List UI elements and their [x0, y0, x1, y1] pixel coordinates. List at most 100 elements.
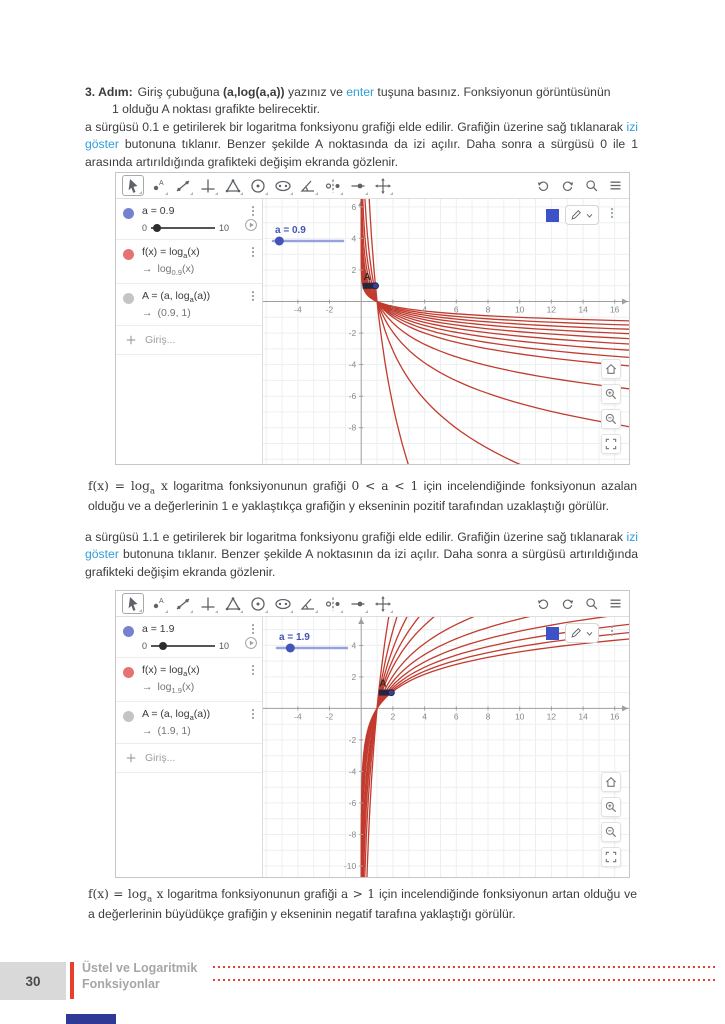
algebra-input-row[interactable]: Giriş...: [116, 326, 262, 356]
move-graphics-tool[interactable]: [372, 175, 394, 196]
point-tool[interactable]: A: [147, 593, 169, 614]
x-tick-label: 8: [486, 305, 491, 315]
zoom-out-button[interactable]: [601, 409, 621, 429]
zoom-out-icon: [604, 825, 618, 839]
x-tick-label: 10: [515, 711, 525, 721]
search-button[interactable]: [584, 596, 599, 611]
log-curve-a-1.3[interactable]: [361, 617, 629, 877]
graph-slider-handle[interactable]: [274, 236, 284, 246]
slider-handle[interactable]: [159, 641, 168, 650]
log-curve-a-0.6[interactable]: [361, 199, 629, 390]
redo-button[interactable]: [560, 596, 575, 611]
fullscreen-button[interactable]: [601, 434, 621, 454]
reflect-tool[interactable]: [322, 593, 344, 614]
algebra-slider[interactable]: 0 10: [142, 223, 244, 233]
undo-button[interactable]: [536, 596, 551, 611]
log-curve-a-1.15[interactable]: [361, 617, 629, 877]
row-menu-button[interactable]: [246, 245, 260, 262]
log-curve-a-0.8[interactable]: [361, 199, 629, 464]
slider-track[interactable]: [151, 223, 216, 232]
object-marker[interactable]: [123, 711, 134, 723]
color-swatch[interactable]: [546, 626, 559, 640]
algebra-slider[interactable]: 0 10: [142, 641, 244, 651]
angle-tool[interactable]: [297, 175, 319, 196]
perpendicular-tool[interactable]: [197, 175, 219, 196]
point-tool[interactable]: A: [147, 175, 169, 196]
style-pen-button[interactable]: [565, 623, 599, 643]
style-menu-button[interactable]: [605, 624, 619, 643]
graphics-view[interactable]: -4 -2 2 4 6 8 10 12 14 16 -10 -8 -6 -4 -2 2 4 Aa = 1.9: [263, 617, 629, 877]
move-graphics-tool[interactable]: [372, 593, 394, 614]
log-curve-a-1.5[interactable]: [360, 617, 629, 877]
row-menu-button[interactable]: [246, 707, 260, 724]
home-button[interactable]: [601, 772, 621, 792]
search-button[interactable]: [584, 178, 599, 193]
slider-handle[interactable]: [152, 223, 161, 232]
perpendicular-tool[interactable]: [197, 593, 219, 614]
math-text: f(x) = log: [142, 664, 184, 676]
object-marker[interactable]: [123, 249, 134, 260]
menu-button[interactable]: [608, 596, 623, 611]
slider-tool[interactable]: [347, 593, 369, 614]
move-tool[interactable]: [122, 593, 144, 614]
log-curve-a-1.7[interactable]: [360, 623, 629, 877]
circle-tool[interactable]: [247, 593, 269, 614]
style-menu-button[interactable]: [605, 206, 619, 225]
object-marker[interactable]: [123, 208, 134, 219]
chapter-title-line2: Fonksiyonlar: [82, 976, 160, 991]
expression-value: → (0.9, 1): [142, 307, 244, 319]
redo-button[interactable]: [560, 178, 575, 193]
log-curve-a-1.1[interactable]: [361, 617, 629, 877]
text-segment: 1 olduğu A noktası grafikte belirecektir…: [112, 102, 320, 117]
zoom-in-button[interactable]: [601, 384, 621, 404]
row-menu-button[interactable]: [246, 663, 260, 680]
algebra-input-row[interactable]: Giriş...: [116, 744, 262, 774]
log-curve-a-0.9[interactable]: [361, 199, 629, 464]
style-pen-button[interactable]: [565, 205, 599, 225]
line-tool[interactable]: [172, 175, 194, 196]
point-A[interactable]: [372, 282, 379, 290]
row-menu-button[interactable]: [246, 289, 260, 306]
log-curve-a-0.7[interactable]: [361, 199, 629, 428]
line-tool[interactable]: [172, 593, 194, 614]
log-curve-a-1.25[interactable]: [361, 617, 629, 877]
ellipse-tool[interactable]: [272, 593, 294, 614]
animate-button[interactable]: [244, 636, 258, 653]
graphics-view[interactable]: -4 -2 2 4 6 8 10 12 14 16 -8 -6 -4 -2 2 4 6 Aa = 0.9: [263, 199, 629, 464]
slider-track[interactable]: [151, 641, 216, 650]
redo-icon: [560, 178, 575, 193]
zoom-out-icon: [604, 412, 618, 426]
log-curve-a-1.2[interactable]: [361, 617, 629, 877]
slider-tool[interactable]: [347, 175, 369, 196]
object-marker[interactable]: [123, 626, 134, 637]
home-button[interactable]: [601, 359, 621, 379]
log-curve-a-1.8[interactable]: [360, 631, 629, 877]
graph-slider-label: a = 1.9: [279, 632, 310, 643]
zoom-in-button[interactable]: [601, 797, 621, 817]
move-tool[interactable]: [122, 175, 144, 196]
object-marker[interactable]: [123, 667, 134, 678]
graph-slider-handle[interactable]: [285, 643, 295, 653]
log-curve-a-1.4[interactable]: [361, 617, 629, 877]
reflect-tool[interactable]: [322, 175, 344, 196]
fullscreen-button[interactable]: [601, 847, 621, 867]
row-menu-button[interactable]: [246, 204, 260, 221]
ellipse-tool[interactable]: [272, 175, 294, 196]
angle-tool[interactable]: [297, 593, 319, 614]
polygon-tool[interactable]: [222, 593, 244, 614]
undo-button[interactable]: [536, 178, 551, 193]
menu-button[interactable]: [608, 178, 623, 193]
object-marker[interactable]: [123, 293, 134, 305]
color-swatch[interactable]: [546, 208, 559, 222]
log-curve-a-1.9[interactable]: [360, 638, 629, 877]
log-curve-a-0.5[interactable]: [360, 199, 629, 367]
point-A[interactable]: [387, 689, 395, 697]
circle-tool[interactable]: [247, 175, 269, 196]
redo-icon: [560, 596, 575, 611]
row-menu-button[interactable]: [246, 622, 260, 639]
polygon-tool[interactable]: [222, 175, 244, 196]
point-tool: A: [149, 595, 167, 613]
zoom-out-button[interactable]: [601, 822, 621, 842]
animate-button[interactable]: [244, 218, 258, 235]
